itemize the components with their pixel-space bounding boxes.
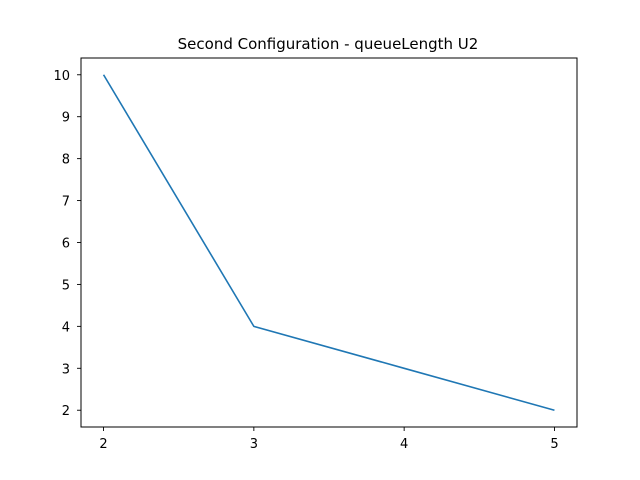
- axes-frame: [80, 57, 578, 428]
- x-tick-label: 2: [99, 437, 107, 452]
- y-tick-label: 5: [62, 278, 70, 293]
- y-tick-label: 6: [62, 237, 70, 252]
- y-tick-label: 4: [62, 320, 70, 335]
- y-tick-label: 2: [62, 404, 70, 419]
- y-tick-label: 10: [53, 69, 70, 84]
- chart-title: Second Configuration - queueLength U2: [178, 35, 479, 53]
- plot-area: [102, 74, 555, 412]
- x-tick-label: 3: [250, 437, 258, 452]
- y-tick-label: 7: [62, 195, 70, 210]
- y-axis: 2 3 4 5 6 7 8 9 10: [53, 69, 81, 419]
- x-tick-label: 4: [400, 437, 408, 452]
- x-axis: 2 3 4 5: [99, 427, 559, 452]
- y-tick-label: 8: [62, 153, 70, 168]
- y-tick-label: 9: [62, 111, 70, 126]
- y-tick-label: 3: [62, 362, 70, 377]
- x-tick-label: 5: [550, 437, 558, 452]
- series-line-0: [102, 74, 555, 412]
